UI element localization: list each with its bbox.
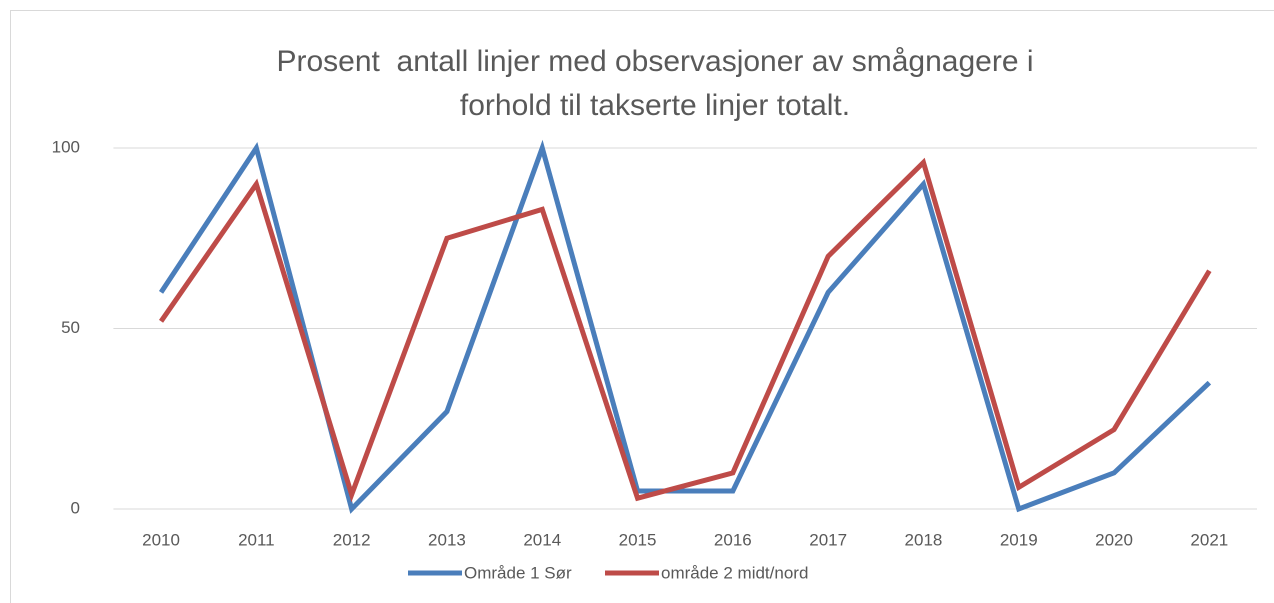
x-tick-label: 2016 — [714, 530, 752, 549]
series-line — [158, 157, 1212, 503]
legend-label: område 2 midt/nord — [661, 563, 808, 582]
y-tick-label: 50 — [61, 318, 80, 337]
x-tick-label: 2015 — [619, 530, 657, 549]
x-tick-label: 2010 — [142, 530, 180, 549]
y-tick-label: 0 — [71, 498, 80, 517]
x-tick-label: 2014 — [523, 530, 561, 549]
x-tick-label: 2018 — [905, 530, 943, 549]
x-tick-label: 2011 — [238, 530, 275, 549]
x-tick-label: 2012 — [333, 530, 371, 549]
chart-title: Prosent antall linjer med observasjoner … — [276, 45, 1042, 122]
y-tick-label: 100 — [52, 137, 80, 156]
x-tick-label: 2013 — [428, 530, 466, 549]
x-tick-label: 2019 — [1000, 530, 1038, 549]
legend-label: Område 1 Sør — [464, 563, 572, 582]
x-tick-label: 2017 — [809, 530, 847, 549]
chart-frame — [10, 10, 1274, 603]
x-tick-label: 2020 — [1095, 530, 1133, 549]
x-tick-label: 2021 — [1190, 530, 1228, 549]
